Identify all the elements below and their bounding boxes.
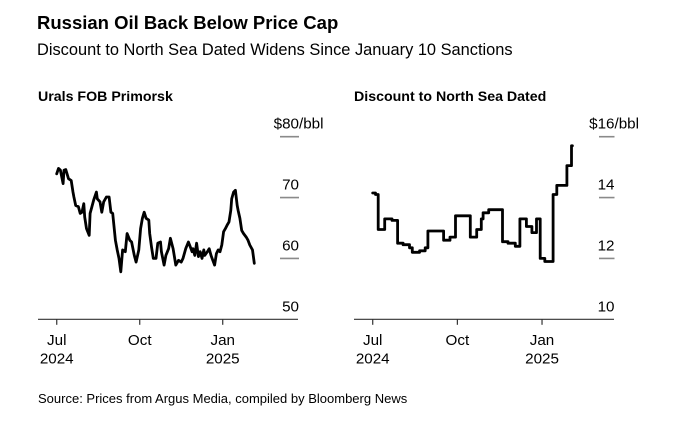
y-tick-value: 16 (598, 116, 615, 133)
x-tick-year-label: 2024 (40, 350, 74, 367)
y-tick-label: 70 (282, 177, 299, 194)
series-line (55, 167, 256, 274)
x-tick-label: Jul (363, 332, 382, 349)
y-unit-suffix: /bbl (299, 116, 324, 133)
y-tick-label: 50 (282, 298, 299, 315)
y-tick-label: 14 (598, 177, 615, 194)
y-unit-prefix: $ (274, 116, 283, 133)
y-tick-label: $80 (274, 116, 299, 133)
x-tick-year-label: 2024 (356, 350, 390, 367)
y-tick-value: 80 (282, 116, 299, 133)
y-tick-label: $16 (589, 116, 614, 133)
x-tick-label: Oct (128, 332, 152, 349)
x-tick-label: Jan (210, 332, 235, 349)
y-unit-suffix: /bbl (615, 116, 640, 133)
chart-subtitle: Discount to North Sea Dated Widens Since… (37, 41, 513, 59)
x-tick-label: Jul (47, 332, 66, 349)
y-tick-label: 60 (282, 237, 299, 254)
chart-title: Russian Oil Back Below Price Cap (37, 12, 338, 33)
panel-title: Discount to North Sea Dated (354, 89, 546, 105)
x-tick-year-label: 2025 (525, 350, 559, 367)
y-unit-prefix: $ (589, 116, 598, 133)
y-tick-label: 10 (598, 298, 615, 315)
source-note: Source: Prices from Argus Media, compile… (38, 391, 408, 406)
x-tick-label: Jan (530, 332, 555, 349)
series-line (371, 144, 574, 263)
panel-title: Urals FOB Primorsk (38, 89, 173, 105)
y-tick-label: 12 (598, 237, 615, 254)
panel-discount-to-north-sea-dated: Discount to North Sea Dated 10 12 14 $16/bb… (354, 89, 639, 367)
x-tick-year-label: 2025 (206, 350, 240, 367)
x-tick-label: Oct (446, 332, 470, 349)
